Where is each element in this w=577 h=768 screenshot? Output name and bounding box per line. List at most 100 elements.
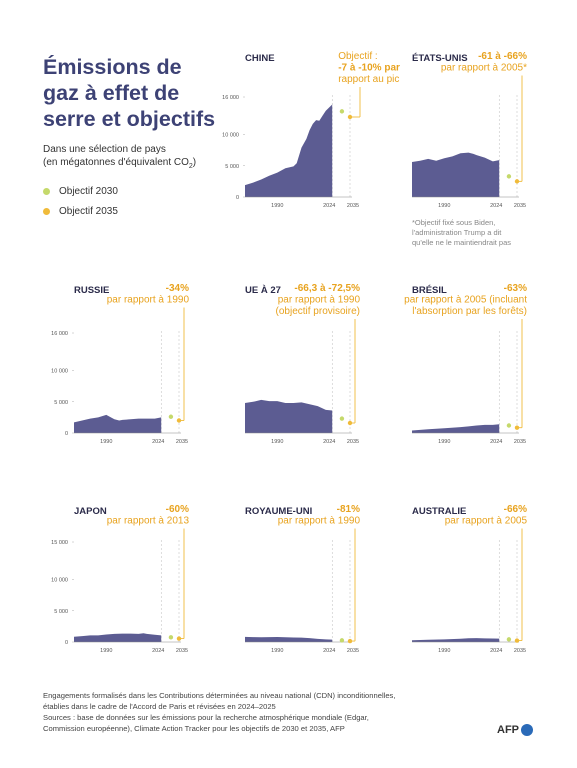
x-tick-label: 2024 [323, 439, 335, 445]
chart-annotation-line: par rapport à 1990 [107, 295, 190, 306]
chart-annotation-line: -34% [166, 283, 189, 294]
target-2030-point [339, 638, 345, 643]
chart-annotation-line: par rapport à 1990 [278, 516, 361, 527]
target-2030-point [168, 414, 174, 419]
target-2030-point [168, 635, 174, 640]
chart-annotation-line: par rapport à 2005 [445, 516, 528, 527]
x-tick-label: 2024 [152, 648, 164, 654]
chart-footnote-line: l'administration Trump a dit [412, 228, 502, 237]
chart-panel-4: BRÉSIL -63%par rapport à 2005 (incluantl'… [404, 283, 527, 445]
y-tick-label: 5 000 [54, 400, 68, 406]
footer-line-4: Commission européenne), Climate Action T… [43, 724, 345, 733]
footer-line-1: Engagements formalisés dans les Contribu… [43, 691, 396, 700]
chart-annotation-line: par rapport à 2005 (incluant [404, 295, 527, 306]
y-tick-label: 15 000 [51, 540, 68, 546]
chart-annotation-line: -60% [166, 504, 189, 515]
chart-annotation-line: -81% [337, 504, 360, 515]
chart-panel-2: RUSSIE -34%par rapport à 1990 16 000 10 000… [51, 283, 189, 445]
y-tick-label: 10 000 [51, 578, 68, 584]
chart-annotation-line: -63% [504, 283, 527, 294]
emissions-area [245, 104, 333, 197]
target-2035-point [514, 425, 520, 430]
chart-annotation-line: (objectif provisoire) [276, 306, 360, 317]
chart-annotation-line: par rapport à 1990 [278, 295, 361, 306]
footer-line-2: établies dans le cadre de l'Accord de Pa… [43, 702, 276, 711]
x-tick-label: 2024 [323, 203, 335, 209]
x-tick-label: 2024 [490, 203, 502, 209]
legend-dot-2030 [43, 187, 50, 195]
target-2030-point [506, 637, 512, 642]
subtitle-sub: 2 [188, 163, 193, 170]
emissions-area [245, 399, 333, 433]
target-2035-point [514, 638, 520, 643]
y-tick-label: 10 000 [222, 133, 239, 139]
chart-annotation-line: par rapport à 2013 [107, 516, 190, 527]
chart-footnote-line: qu'elle ne le maintiendrait pas [412, 238, 511, 247]
x-tick-label: 2035 [514, 439, 526, 445]
subtitle-line1: Dans une sélection de pays [43, 144, 166, 155]
x-tick-label: 1990 [271, 648, 283, 654]
target-2030-point [506, 174, 512, 179]
target-2035-point [176, 418, 182, 423]
emissions-area [74, 633, 162, 642]
x-tick-label: 1990 [271, 203, 283, 209]
x-tick-label: 2024 [152, 439, 164, 445]
page-title: Émissions de gaz à effet de serre et obj… [43, 55, 216, 131]
x-tick-label: 1990 [100, 648, 112, 654]
x-tick-label: 1990 [438, 648, 450, 654]
y-tick-label: 5 000 [54, 609, 68, 615]
x-tick-label: 2024 [323, 648, 335, 654]
chart-panel-7: AUSTRALIE -66%par rapport à 2005 1990 2024 2… [412, 504, 527, 654]
y-tick-label: 5 000 [225, 164, 239, 170]
emissions-area [245, 636, 333, 642]
chart-annotation-line: l'absorption par les forêts) [412, 306, 527, 317]
chart-country-label: ROYAUME-UNI [245, 506, 312, 517]
chart-annotation-line: par rapport à 2005* [441, 63, 527, 74]
chart-country-label: JAPON [74, 506, 107, 517]
chart-panel-6: ROYAUME-UNI -81%par rapport à 1990 1990 202… [245, 504, 360, 654]
target-2035-point [347, 420, 353, 426]
legend-item-2030: Objectif 2030 [43, 181, 118, 201]
x-tick-label: 1990 [271, 439, 283, 445]
x-tick-label: 2035 [176, 439, 188, 445]
y-tick-label: 16 000 [51, 331, 68, 337]
chart-annotation-line: Objectif : [338, 51, 377, 62]
subtitle: Dans une sélection de pays (en mégatonne… [43, 143, 196, 173]
target-2035-point [347, 114, 353, 120]
afp-logo: AFP [497, 724, 533, 736]
chart-annotation-line: -7 à -10% par [338, 63, 400, 74]
chart-country-label: ÉTATS-UNIS [412, 53, 468, 64]
x-tick-label: 2035 [514, 203, 526, 209]
subtitle-line2: (en mégatonnes d'équivalent CO2) [43, 156, 196, 173]
target-2030-point [339, 109, 345, 114]
legend: Objectif 2030 Objectif 2035 [43, 181, 118, 221]
x-tick-label: 2035 [176, 648, 188, 654]
subtitle-close: ) [192, 157, 197, 168]
emissions-area [412, 638, 500, 642]
y-tick-label: 10 000 [51, 369, 68, 375]
y-tick-label: 0 [65, 640, 68, 646]
target-2035-point [514, 179, 520, 184]
chart-country-label: RUSSIE [74, 285, 109, 296]
x-tick-label: 1990 [100, 439, 112, 445]
chart-country-label: BRÉSIL [412, 285, 447, 296]
chart-country-label: AUSTRALIE [412, 506, 466, 517]
chart-annotation-line: -61 à -66% [478, 51, 527, 62]
y-tick-label: 16 000 [222, 95, 239, 101]
target-2035-point [347, 638, 353, 644]
footer-line-3: Sources : base de données sur les émissi… [43, 713, 369, 722]
target-2035-point [176, 636, 182, 641]
y-tick-label: 0 [65, 431, 68, 437]
x-tick-label: 2035 [347, 648, 359, 654]
emissions-area [412, 152, 500, 197]
x-tick-label: 2035 [514, 648, 526, 654]
chart-panel-1: ÉTATS-UNIS -61 à -66%par rapport à 2005* 1… [412, 51, 527, 247]
x-tick-label: 2024 [490, 439, 502, 445]
chart-annotation-line: -66,3 à -72,5% [294, 283, 360, 294]
emissions-area [412, 424, 500, 433]
x-tick-label: 2035 [347, 203, 359, 209]
chart-panel-5: JAPON -60%par rapport à 2013 15 000 10 000 5… [51, 504, 189, 654]
chart-footnote-line: *Objectif fixé sous Biden, [412, 218, 495, 227]
